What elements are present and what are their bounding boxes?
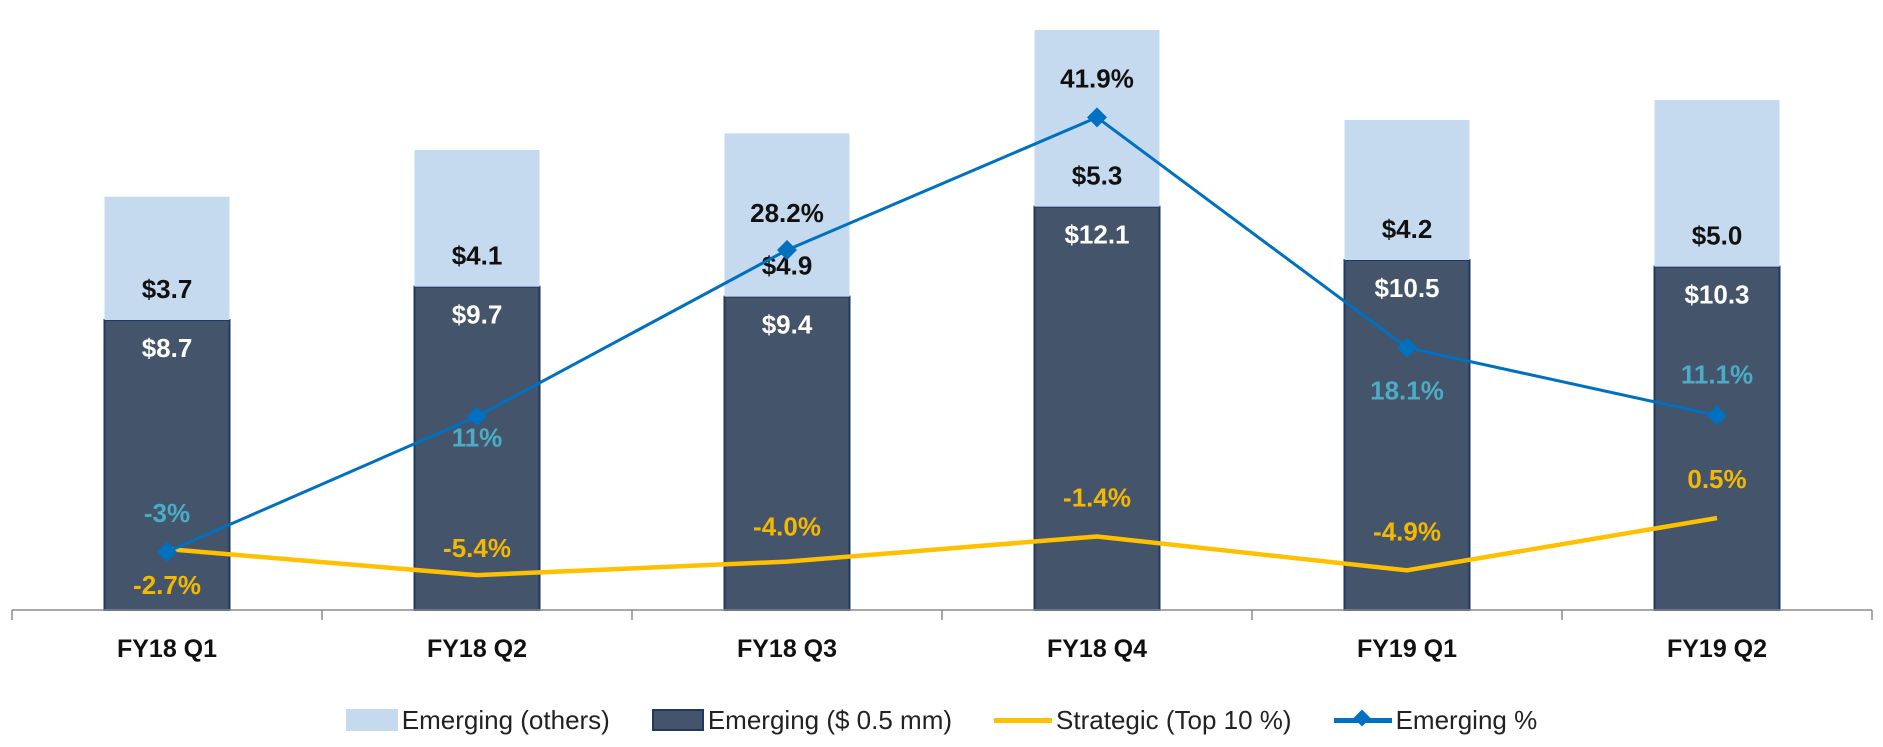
data-label-strategic-top-10-fy18-q2: -5.4% (443, 533, 511, 563)
legend-item-emerging-others: Emerging (others) (345, 704, 610, 736)
data-label-emerging-0-5-mm-fy18-q4: $12.1 (1064, 220, 1129, 250)
legend-item-strategic: Strategic (Top 10 %) (994, 705, 1292, 736)
data-label-emerging-0-5-mm-fy18-q1: $8.7 (142, 333, 193, 363)
data-label-strategic-top-10-fy19-q2: 0.5% (1687, 464, 1746, 494)
x-tick-label-fy18-q3: FY18 Q3 (737, 635, 837, 663)
point-emerging-fy19-q2 (1707, 405, 1727, 426)
x-tick-label-fy18-q1: FY18 Q1 (117, 635, 217, 663)
bar-emerging-0-5-mm-fy18-q4 (1033, 205, 1161, 612)
legend-swatch-emerging-others (345, 709, 398, 731)
data-label-emerging-others-fy19-q2: $5.0 (1692, 221, 1743, 251)
data-label-emerging-0-5-mm-fy19-q1: $10.5 (1374, 273, 1439, 303)
data-label-emerging-others-fy18-q2: $4.1 (452, 241, 503, 271)
data-label-emerging-fy18-q3: 28.2% (750, 198, 824, 228)
point-emerging-fy18-q2 (467, 406, 487, 427)
data-label-emerging-fy19-q1: 18.1% (1370, 376, 1444, 406)
series-line-emerging (166, 115, 1718, 554)
bar-emerging-others-fy18-q1 (104, 196, 230, 320)
data-label-strategic-top-10-fy18-q1: -2.7% (133, 570, 201, 600)
chart-plot: $8.7$3.7$9.7$4.1$9.4$4.9$12.1$5.3$10.5$4… (11, 30, 1873, 663)
data-label-emerging-0-5-mm-fy18-q2: $9.7 (452, 300, 503, 330)
legend-diamond-icon (1353, 709, 1371, 726)
data-label-emerging-fy18-q4: 41.9% (1060, 63, 1134, 93)
legend-label-emerging-others: Emerging (others) (401, 704, 610, 735)
legend-label-strategic: Strategic (Top 10 %) (1056, 704, 1292, 735)
bar-emerging-others-fy18-q3 (724, 133, 850, 297)
data-label-emerging-others-fy18-q4: $5.3 (1072, 161, 1123, 191)
point-emerging-fy18-q3 (777, 240, 797, 260)
bar-emerging-0-5-mm-fy19-q1 (1343, 259, 1471, 611)
data-label-strategic-top-10-fy18-q4: -1.4% (1063, 482, 1131, 512)
data-label-emerging-fy18-q1: -3% (144, 498, 190, 528)
x-tick-label-fy19-q1: FY19 Q1 (1357, 635, 1457, 663)
legend-label-emerging-amount: Emerging ($ 0.5 mm) (707, 704, 953, 735)
bar-emerging-0-5-mm-fy19-q2 (1653, 265, 1781, 611)
legend-item-emerging-pct: Emerging % (1333, 704, 1538, 736)
point-emerging-fy18-q1 (157, 541, 177, 562)
legend-swatch-emerging-amount (651, 709, 704, 731)
legend-swatch-strategic (994, 717, 1053, 723)
legend-label-emerging-pct: Emerging % (1395, 704, 1538, 735)
bar-emerging-0-5-mm-fy18-q2 (413, 285, 541, 611)
bar-emerging-others-fy19-q1 (1344, 120, 1470, 260)
data-label-strategic-top-10-fy18-q3: -4.0% (753, 512, 821, 542)
x-tick-label-fy18-q2: FY18 Q2 (427, 635, 527, 663)
point-emerging-fy19-q1 (1397, 337, 1417, 358)
series-line-strategic-top-10 (166, 515, 1718, 578)
data-label-strategic-top-10-fy19-q1: -4.9% (1373, 516, 1441, 546)
bar-emerging-others-fy19-q2 (1654, 100, 1780, 267)
data-label-emerging-others-fy19-q1: $4.2 (1382, 214, 1433, 244)
data-label-emerging-fy19-q2: 11.1% (1681, 359, 1753, 389)
bar-emerging-0-5-mm-fy18-q1 (103, 319, 231, 611)
bar-emerging-others-fy18-q2 (414, 150, 540, 287)
legend-item-emerging-amount: Emerging ($ 0.5 mm) (651, 704, 953, 736)
point-emerging-fy18-q4 (1087, 107, 1107, 128)
x-tick-label-fy18-q4: FY18 Q4 (1047, 635, 1147, 663)
data-label-emerging-0-5-mm-fy18-q3: $9.4 (762, 310, 813, 340)
x-tick-label-fy19-q2: FY19 Q2 (1667, 635, 1767, 663)
data-label-emerging-others-fy18-q1: $3.7 (142, 274, 193, 304)
legend-swatch-emerging-pct (1333, 709, 1392, 726)
chart-legend: Emerging (others) Emerging ($ 0.5 mm) St… (0, 700, 1883, 740)
data-label-emerging-fy18-q2: 11% (452, 422, 503, 452)
data-label-emerging-0-5-mm-fy19-q2: $10.3 (1684, 280, 1749, 310)
